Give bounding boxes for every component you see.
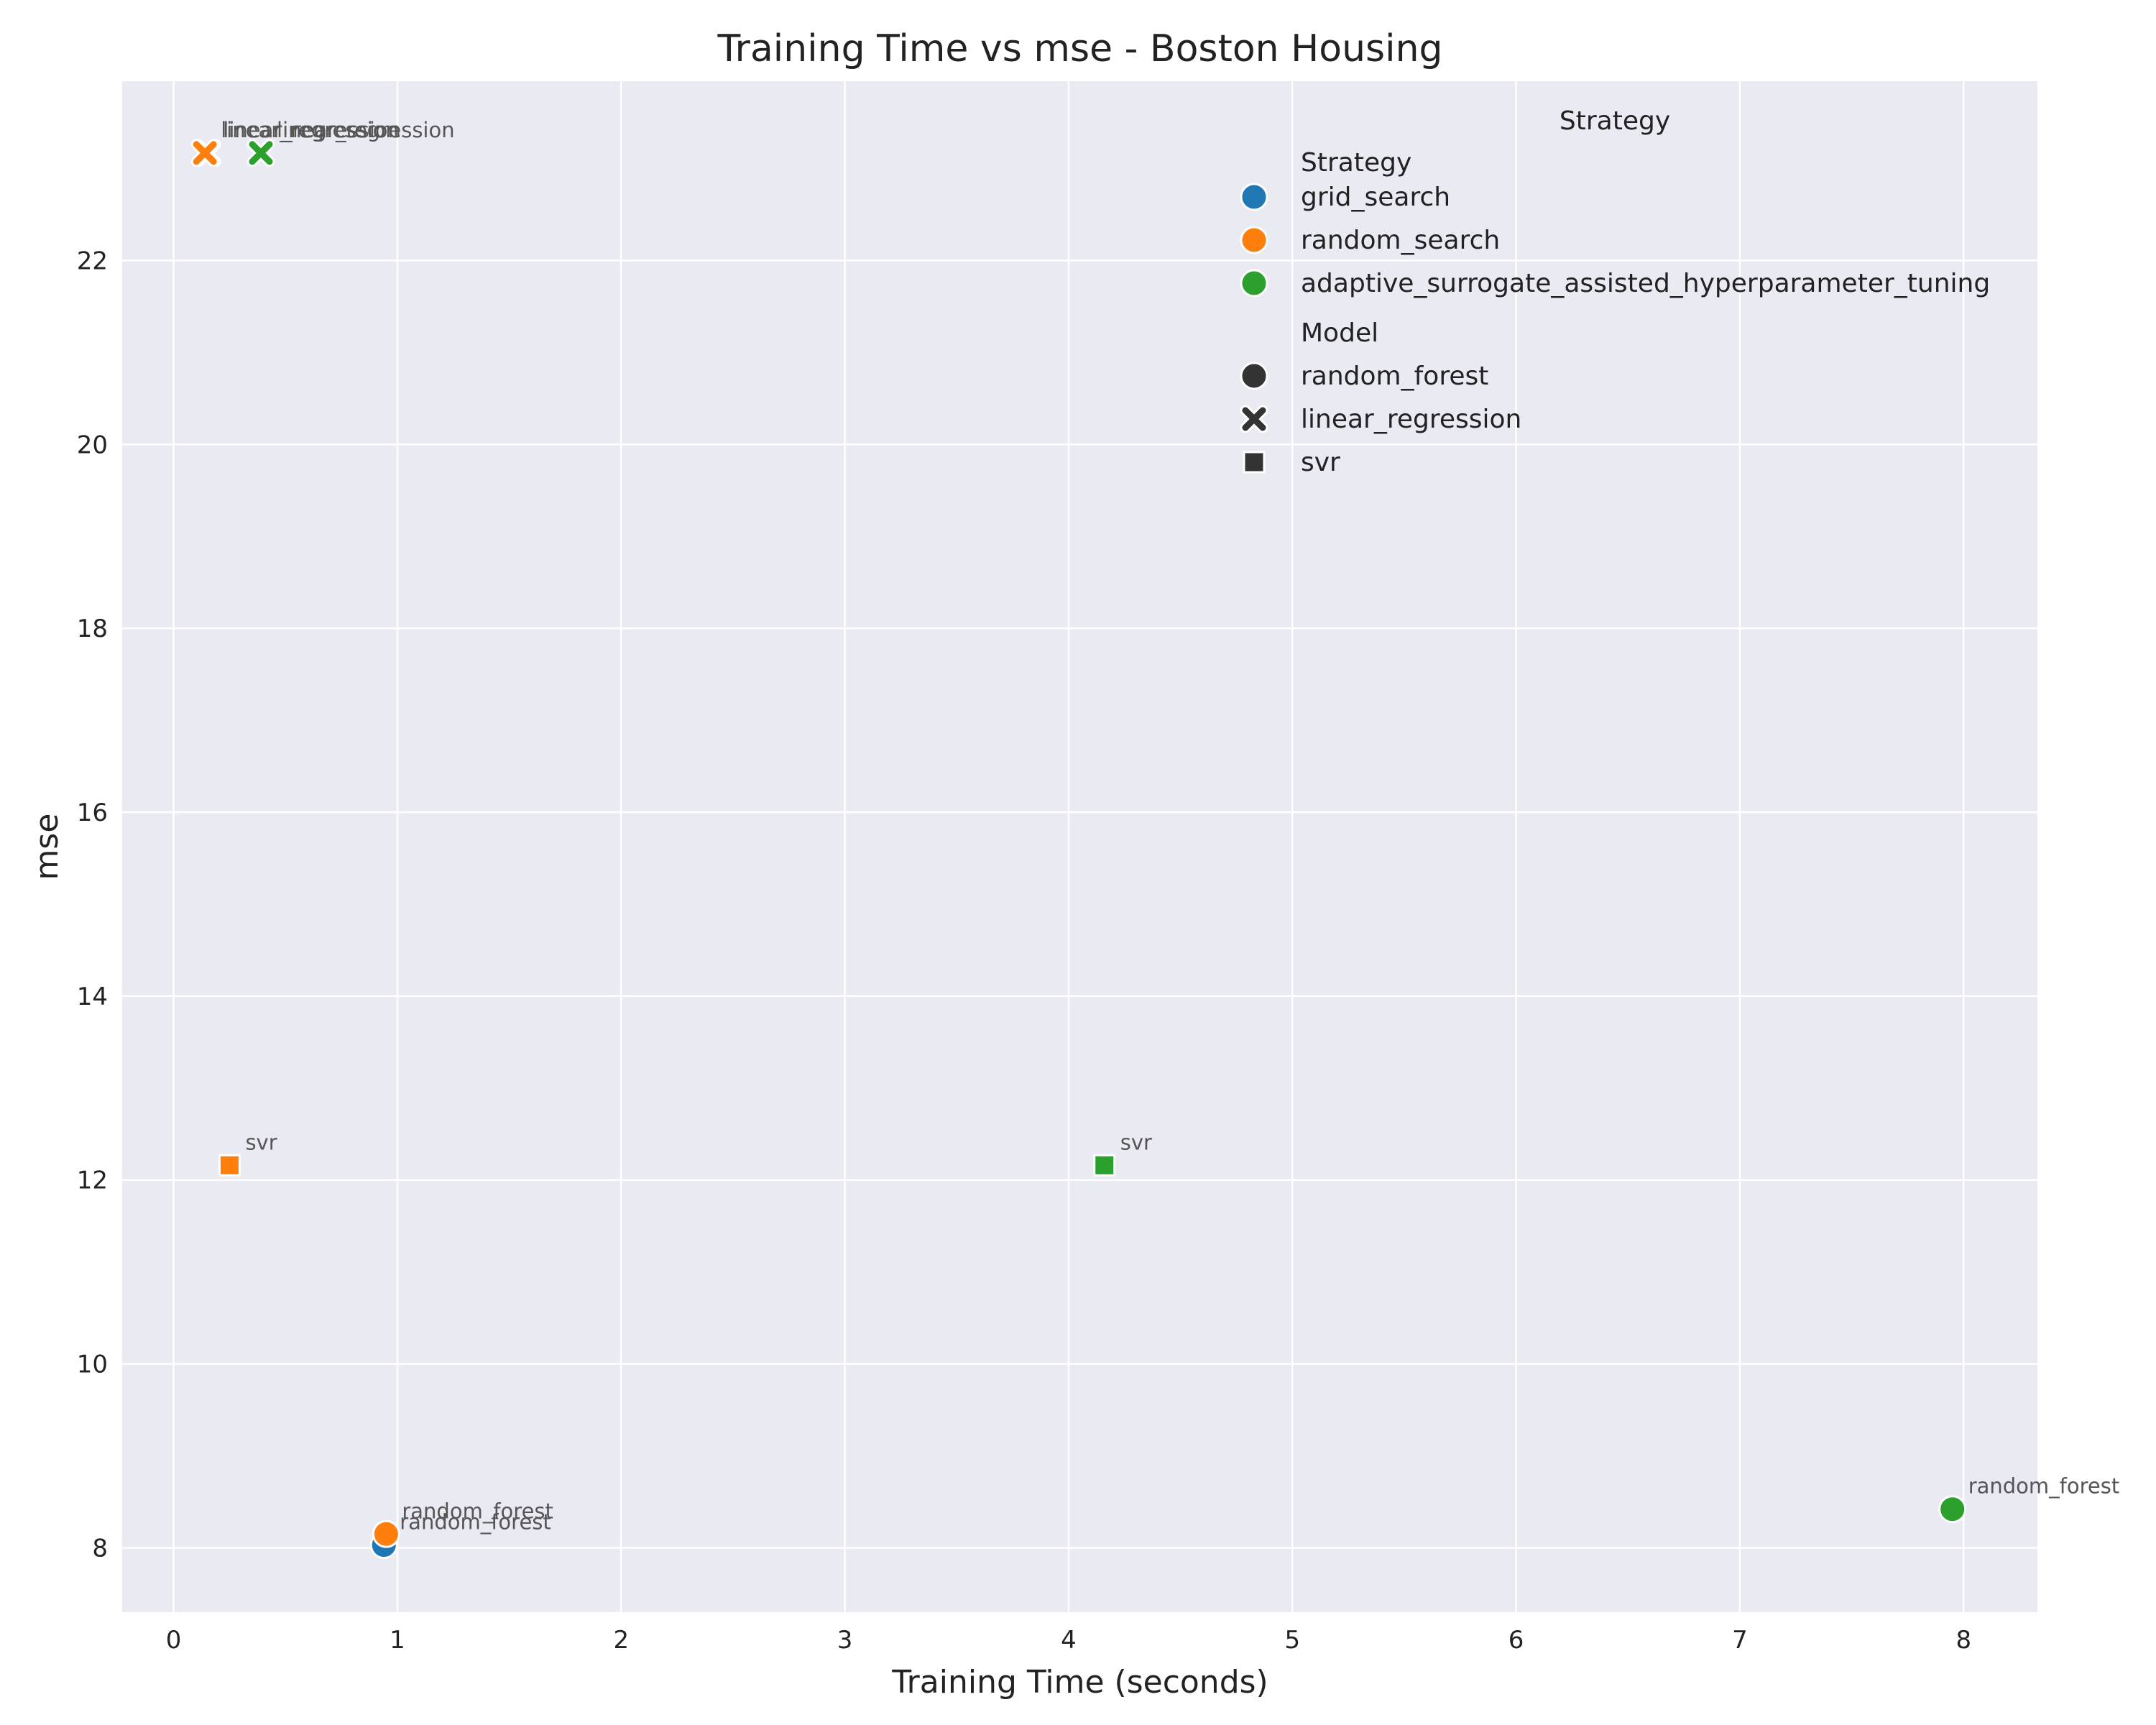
x-tick-label: 2 [613, 1626, 629, 1655]
legend-strategy-label: adaptive_surrogate_assisted_hyperparamet… [1301, 269, 1990, 298]
y-tick-label: 20 [77, 431, 108, 459]
y-tick-label: 22 [77, 247, 108, 275]
legend-title: Strategy [1560, 106, 1670, 136]
point-label: linear_regression [223, 118, 401, 142]
x-tick-label: 7 [1732, 1626, 1748, 1655]
point-label: random_forest [1968, 1474, 2120, 1499]
x-tick-label: 3 [837, 1626, 853, 1655]
legend-model-marker [1240, 405, 1268, 433]
y-tick-label: 8 [92, 1534, 108, 1563]
x-tick-label: 5 [1284, 1626, 1300, 1655]
grid-lines [122, 81, 2037, 1612]
point-linear-regression [247, 139, 275, 167]
x-tick-label: 1 [390, 1626, 405, 1655]
legend-model-label: svr [1301, 448, 1340, 477]
y-tick-label: 18 [77, 615, 108, 643]
legend: Strategy Strategy grid_search random_sear… [1240, 106, 1990, 477]
point-label: svr [1120, 1130, 1152, 1154]
legend-model-label: random_forest [1301, 362, 1488, 391]
y-axis-label: mse [29, 814, 65, 880]
x-axis-label: Training Time (seconds) [891, 1664, 1268, 1701]
legend-strategy-entries: grid_search random_search adaptive_surroga… [1240, 183, 1990, 298]
legend-model-header: Model [1301, 318, 1378, 348]
legend-strategy-label: random_search [1301, 226, 1500, 255]
point-label: linear_regression [221, 118, 399, 142]
x-tick-label: 6 [1508, 1626, 1524, 1655]
y-tick-label: 14 [77, 983, 108, 1011]
y-tick-label: 12 [77, 1167, 108, 1195]
legend-strategy-marker [1240, 226, 1268, 254]
chart-title: Training Time vs mse - Boston Housing [717, 27, 1442, 70]
point-label: svr [245, 1130, 277, 1154]
legend-strategy-label: grid_search [1301, 183, 1450, 212]
point-random-forest [1938, 1495, 1967, 1524]
y-tick-label: 10 [77, 1351, 108, 1379]
legend-model-marker [1243, 451, 1266, 474]
point-random-forest [372, 1519, 400, 1548]
x-tick-label: 0 [166, 1626, 182, 1655]
point-label: linear_regression [277, 118, 455, 142]
legend-strategy-marker [1240, 269, 1268, 298]
legend-strategy-header: Strategy [1301, 148, 1411, 178]
point-label: random_forest [402, 1499, 553, 1523]
point-labels: random_forestlinear_regressionrandom_for… [221, 118, 2119, 1535]
plot-area [122, 81, 2037, 1612]
legend-strategy-marker [1240, 183, 1268, 211]
point-svr [1093, 1154, 1116, 1177]
legend-model-marker [1240, 362, 1268, 390]
point-svr [218, 1154, 241, 1177]
legend-model-label: linear_regression [1301, 405, 1521, 434]
y-tick-label: 16 [77, 799, 108, 827]
data-points [190, 139, 1967, 1560]
x-tick-label: 4 [1061, 1626, 1077, 1655]
point-label: random_forest [400, 1510, 551, 1535]
point-linear-regression [190, 139, 219, 167]
x-tick-label: 8 [1955, 1626, 1971, 1655]
